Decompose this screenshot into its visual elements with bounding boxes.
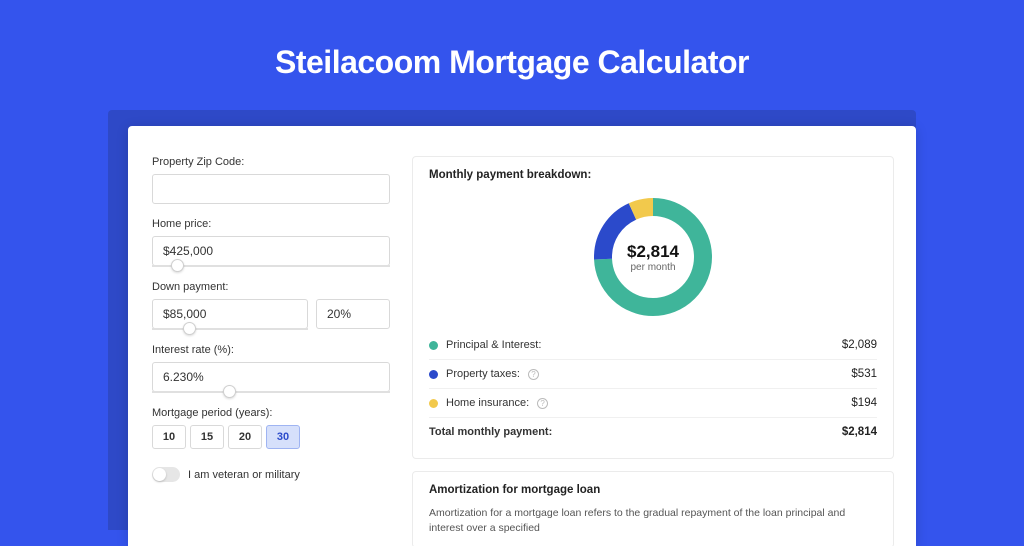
donut-sub: per month [630, 262, 675, 273]
breakdown-panel: Monthly payment breakdown: $2,814 per mo… [412, 156, 894, 459]
info-icon[interactable]: ? [537, 398, 548, 409]
down-payment-field: Down payment: [152, 281, 390, 330]
period-button-30[interactable]: 30 [266, 425, 300, 449]
period-button-10[interactable]: 10 [152, 425, 186, 449]
donut-value: $2,814 [627, 242, 679, 262]
legend-dot-tax [429, 370, 438, 379]
home-price-label: Home price: [152, 218, 390, 230]
amortization-panel: Amortization for mortgage loan Amortizat… [412, 471, 894, 546]
breakdown-title: Monthly payment breakdown: [429, 169, 877, 181]
amortization-text: Amortization for a mortgage loan refers … [429, 506, 877, 535]
home-price-field: Home price: [152, 218, 390, 267]
breakdown-row-tax: Property taxes:? $531 [429, 359, 877, 388]
total-value: $2,814 [842, 426, 877, 438]
down-payment-slider[interactable] [152, 328, 308, 330]
period-button-20[interactable]: 20 [228, 425, 262, 449]
period-button-15[interactable]: 15 [190, 425, 224, 449]
legend-dot-pi [429, 341, 438, 350]
info-icon[interactable]: ? [528, 369, 539, 380]
amortization-title: Amortization for mortgage loan [429, 484, 877, 496]
interest-field: Interest rate (%): [152, 344, 390, 393]
period-buttons: 10152030 [152, 425, 390, 449]
interest-slider[interactable] [152, 391, 390, 393]
calculator-card: Property Zip Code: Home price: Down paym… [128, 126, 916, 546]
total-label: Total monthly payment: [429, 426, 552, 438]
breakdown-value-ins: $194 [851, 397, 877, 409]
breakdown-value-pi: $2,089 [842, 339, 877, 351]
breakdown-label-ins: Home insurance: [446, 397, 529, 409]
interest-input[interactable] [152, 362, 390, 392]
home-price-slider[interactable] [152, 265, 390, 267]
period-label: Mortgage period (years): [152, 407, 390, 419]
interest-label: Interest rate (%): [152, 344, 390, 356]
down-payment-slider-thumb[interactable] [183, 322, 196, 335]
veteran-label: I am veteran or military [188, 469, 300, 481]
total-row: Total monthly payment: $2,814 [429, 417, 877, 446]
zip-input[interactable] [152, 174, 390, 204]
home-price-slider-thumb[interactable] [171, 259, 184, 272]
results-panel: Monthly payment breakdown: $2,814 per mo… [412, 126, 916, 546]
donut-center: $2,814 per month [591, 195, 715, 319]
veteran-row: I am veteran or military [152, 467, 390, 482]
breakdown-label-tax: Property taxes: [446, 368, 520, 380]
interest-slider-thumb[interactable] [223, 385, 236, 398]
home-price-input[interactable] [152, 236, 390, 266]
down-payment-input[interactable] [152, 299, 308, 329]
zip-field: Property Zip Code: [152, 156, 390, 204]
breakdown-value-tax: $531 [851, 368, 877, 380]
down-payment-pct-input[interactable] [316, 299, 390, 329]
legend-dot-ins [429, 399, 438, 408]
donut-chart: $2,814 per month [591, 195, 715, 319]
zip-label: Property Zip Code: [152, 156, 390, 168]
form-panel: Property Zip Code: Home price: Down paym… [128, 126, 412, 546]
period-field: Mortgage period (years): 10152030 [152, 407, 390, 449]
breakdown-row-ins: Home insurance:? $194 [429, 388, 877, 417]
page-title: Steilacoom Mortgage Calculator [0, 0, 1024, 105]
veteran-toggle[interactable] [152, 467, 180, 482]
down-payment-label: Down payment: [152, 281, 390, 293]
breakdown-row-pi: Principal & Interest: $2,089 [429, 331, 877, 359]
breakdown-label-pi: Principal & Interest: [446, 339, 541, 351]
donut-wrap: $2,814 per month [429, 191, 877, 331]
